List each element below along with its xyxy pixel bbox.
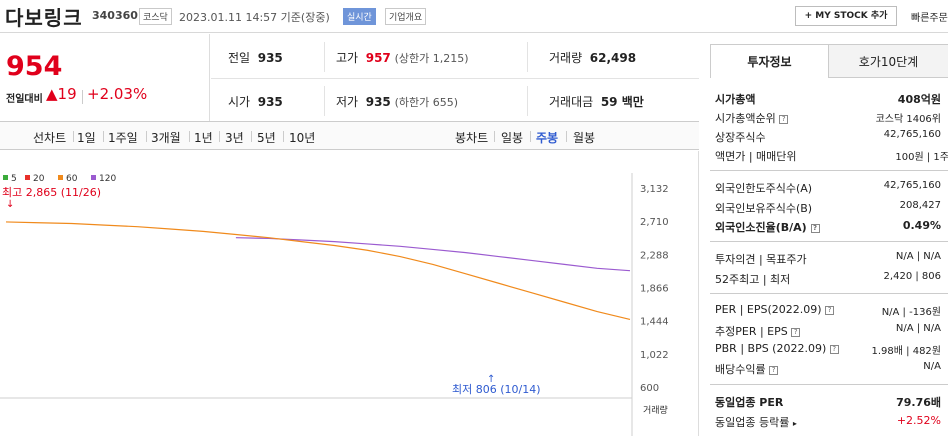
volume-label: 거래량: [643, 404, 668, 416]
price-summary: 954 전일대비 ▲19 +2.03%: [0, 34, 210, 121]
investment-info-panel: 투자정보 호가10단계 시가총액 408억원 시가총액순위 ? 코스닥 1406위 …: [710, 44, 948, 436]
divider: [146, 131, 147, 142]
change-percent: +2.03%: [87, 85, 148, 103]
legend-label-120: 120: [99, 174, 116, 184]
stock-name: 다보링크: [5, 6, 83, 30]
divider: [566, 131, 567, 142]
low-arrow-icon: ↑: [487, 374, 495, 385]
price-chart: 5 20 60 120 3,132 2,710 2,288 1,866 1,444 1,022 60…: [0, 151, 699, 436]
chart-period-bar: 선차트 1일 1주일 3개월 1년 3년 5년 10년 봉차트 일봉 주봉 월봉: [0, 121, 699, 150]
price-info-grid: 전일 935 고가 957 (상한가 1,215) 거래량 62,498 시가 …: [211, 34, 699, 121]
divider: [530, 131, 531, 142]
divider: [710, 293, 948, 294]
quick-order-link[interactable]: 빠른주문: [911, 13, 948, 24]
high-annotation: 최고 2,865 (11/26): [2, 186, 101, 199]
period-5y[interactable]: 5년: [257, 131, 276, 145]
chart-canvas: 5 20 60 120 3,132 2,710 2,288 1,866 1,444 1,022 60…: [0, 173, 669, 436]
help-icon[interactable]: ?: [825, 305, 835, 315]
amount-cell: 거래대금 59 백만: [549, 95, 644, 109]
divider: [103, 131, 104, 142]
y-tick-label: 2,288: [640, 250, 669, 261]
legend-swatch-20: [25, 175, 30, 180]
stock-code: 340360: [92, 9, 138, 22]
period-1y[interactable]: 1년: [194, 131, 213, 145]
divider: [494, 131, 495, 142]
volume-cell: 거래량 62,498: [549, 51, 637, 65]
high-cell: 고가 957 (상한가 1,215): [336, 51, 469, 65]
change-label: 전일대비: [6, 94, 43, 105]
candle-weekly[interactable]: 주봉: [536, 131, 559, 145]
divider: [73, 131, 74, 142]
candle-chart-label: 봉차트: [455, 131, 489, 145]
timestamp: 2023.01.11 14:57 기준(장중): [179, 11, 330, 24]
y-tick-label: 600: [640, 383, 659, 394]
arrow-icon: ▸: [792, 419, 797, 428]
help-icon[interactable]: ?: [810, 223, 820, 233]
y-tick-label: 1,444: [640, 317, 669, 328]
divider: [527, 42, 528, 72]
line-chart-label: 선차트: [33, 131, 67, 145]
divider: [710, 170, 948, 171]
low-cell: 저가 935 (하한가 655): [336, 95, 459, 109]
stock-header: 다보링크 340360 코스닥 2023.01.11 14:57 기준(장중) …: [0, 0, 948, 33]
period-3y[interactable]: 3년: [225, 131, 244, 145]
period-10y[interactable]: 10년: [289, 131, 316, 145]
y-tick-label: 3,132: [640, 184, 669, 195]
candle-monthly[interactable]: 월봉: [573, 131, 596, 145]
legend-swatch-120: [91, 175, 96, 180]
ma60-line: [5, 221, 631, 320]
y-tick-label: 2,710: [640, 217, 669, 228]
high-arrow-icon: ↓: [6, 199, 14, 210]
divider: [211, 78, 699, 79]
divider: [189, 131, 190, 142]
legend-swatch-60: [58, 175, 63, 180]
legend-label-20: 20: [33, 174, 45, 184]
period-1w[interactable]: 1주일: [108, 131, 138, 145]
realtime-button[interactable]: 실시간: [343, 8, 376, 25]
period-1d[interactable]: 1일: [77, 131, 96, 145]
tab-invest-info[interactable]: 투자정보: [710, 44, 829, 78]
market-badge: 코스닥: [139, 8, 172, 25]
ma120-line: [235, 237, 631, 272]
help-icon[interactable]: ?: [769, 365, 779, 375]
prev-close-cell: 전일 935: [228, 51, 283, 65]
add-mystock-button[interactable]: + MY STOCK 추가: [795, 6, 897, 26]
y-tick-label: 1,866: [640, 284, 669, 295]
legend-label-60: 60: [66, 174, 78, 184]
help-icon[interactable]: ?: [791, 327, 801, 337]
legend-swatch-5: [3, 175, 8, 180]
up-arrow-icon: ▲: [46, 85, 58, 103]
divider: [219, 131, 220, 142]
divider: [324, 86, 325, 116]
change-value: ▲19: [46, 85, 77, 103]
help-icon[interactable]: ?: [779, 114, 789, 124]
divider: [82, 90, 83, 104]
y-tick-label: 1,022: [640, 350, 669, 361]
candle-daily[interactable]: 일봉: [501, 131, 524, 145]
help-icon[interactable]: ?: [829, 344, 839, 354]
legend-label-5: 5: [11, 174, 17, 184]
divider: [324, 42, 325, 72]
divider: [527, 86, 528, 116]
tab-orderbook[interactable]: 호가10단계: [829, 44, 948, 78]
period-3m[interactable]: 3개월: [151, 131, 181, 145]
company-overview-button[interactable]: 기업개요: [385, 8, 427, 25]
divider: [251, 131, 252, 142]
divider: [710, 384, 948, 385]
divider: [283, 131, 284, 142]
low-annotation: 최저 806 (10/14): [452, 383, 541, 396]
current-price: 954: [6, 51, 63, 82]
divider: [710, 241, 948, 242]
open-cell: 시가 935: [228, 95, 283, 109]
